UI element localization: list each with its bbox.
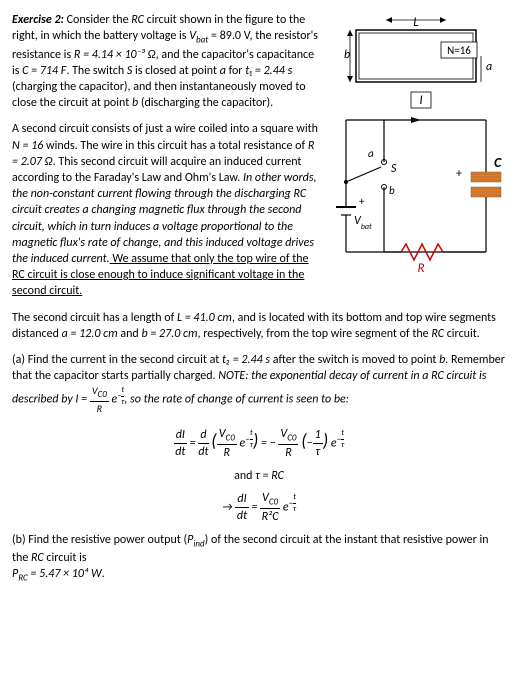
- circuit-figure: L N=16 b a I a S b + Vbat R: [326, 12, 506, 292]
- equation-tau: and τ = RC: [12, 468, 506, 484]
- label-S: S: [391, 162, 397, 176]
- label-Vbat: Vbat: [354, 214, 372, 232]
- equation-2: → dIdt = VC0R²C e−tτ: [12, 490, 506, 526]
- label-N: N=16: [447, 44, 471, 57]
- equation-1: dIdt = ddt (VC0R e−tτ) = − VC0R (−1τ) e−…: [12, 426, 506, 462]
- label-b-switch: b: [389, 184, 395, 197]
- label-a-switch: a: [368, 147, 374, 160]
- label-L: L: [413, 15, 419, 30]
- label-a-dist: a: [486, 60, 492, 74]
- exercise-label: Exercise 2:: [12, 13, 64, 27]
- paragraph-3: The second circuit has a length of L = 4…: [12, 310, 506, 342]
- label-C: C: [494, 154, 502, 171]
- svg-text:+: +: [359, 195, 365, 208]
- label-R: R: [417, 261, 424, 276]
- label-plus: +: [456, 167, 462, 181]
- label-I: I: [419, 93, 422, 108]
- question-a: (a) Find the current in the second circu…: [12, 352, 506, 416]
- label-b: b: [344, 48, 350, 62]
- question-b: (b) Find the resistive power output (Pin…: [12, 532, 506, 585]
